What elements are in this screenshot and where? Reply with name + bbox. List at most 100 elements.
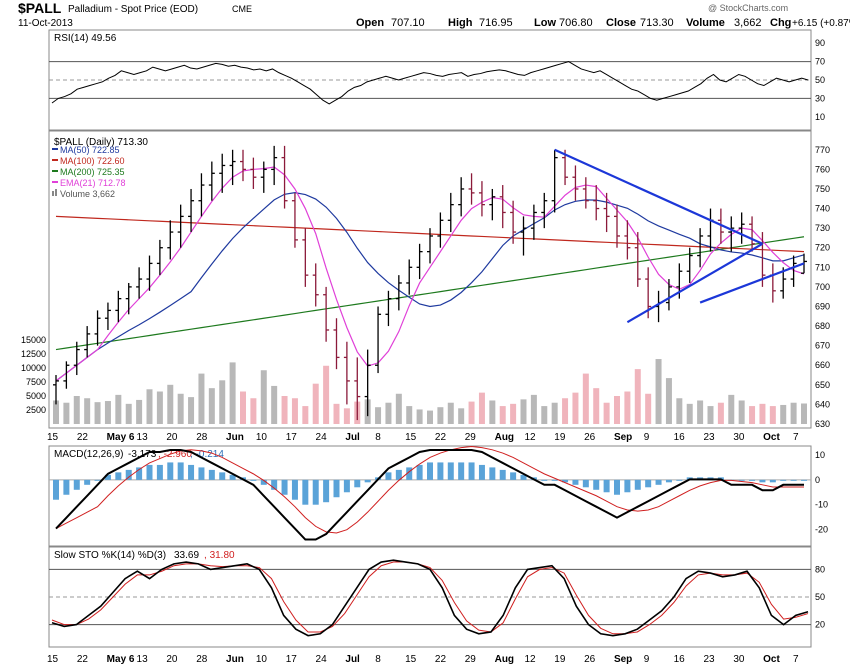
- open-label: Open: [356, 17, 384, 29]
- ohlc-bar: [780, 267, 787, 299]
- macd-histogram-bar: [582, 479, 589, 488]
- price-tick: 710: [815, 262, 830, 272]
- watermark: @ StockCharts.com: [708, 3, 788, 13]
- close-label: Close: [606, 17, 636, 29]
- x-axis-label: Jul: [345, 654, 360, 665]
- ohlc-bar: [686, 247, 693, 283]
- macd-tick: 10: [815, 450, 825, 460]
- x-axis-label: Aug: [495, 432, 514, 443]
- macd-histogram-bar: [790, 479, 797, 481]
- macd-histogram-bar: [562, 479, 569, 483]
- volume-bar: [136, 399, 143, 424]
- macd-histogram-bar: [769, 479, 776, 483]
- volume-bar: [603, 402, 610, 424]
- volume-bar: [468, 401, 475, 424]
- ohlc-bar: [468, 173, 475, 205]
- macd-histogram-bar: [655, 479, 662, 485]
- volume-bar: [94, 402, 101, 424]
- sto-tick: 80: [815, 564, 825, 574]
- price-tick: 650: [815, 380, 830, 390]
- ohlc-bar: [146, 255, 153, 291]
- legend-ma100: MA(100) 722.60: [60, 156, 125, 166]
- ohlc-bar: [240, 149, 246, 182]
- volume-bar: [63, 402, 70, 424]
- volume-bar: [499, 406, 506, 424]
- ohlc-bar: [271, 145, 278, 186]
- macd-histogram-bar: [510, 472, 517, 480]
- x-axis-label: 19: [554, 654, 566, 665]
- ohlc-bar: [94, 310, 101, 346]
- ohlc-bar: [375, 306, 382, 374]
- x-axis-label: Oct: [763, 432, 780, 443]
- volume-bar: [302, 406, 309, 424]
- x-axis-label: 23: [703, 654, 715, 665]
- ohlc-bar: [177, 204, 184, 248]
- volume-bar: [801, 403, 807, 424]
- volume-tick: 2500: [26, 405, 46, 415]
- x-axis-label: 9: [644, 432, 650, 443]
- sto-k-line: [51, 559, 809, 637]
- x-axis-label: 7: [793, 432, 799, 443]
- volume-bar: [343, 408, 350, 424]
- volume-bar: [624, 391, 631, 424]
- ma-legend: MA(50) 722.85 MA(100) 722.60 MA(200) 725…: [52, 145, 126, 199]
- x-axis-label: 29: [465, 654, 477, 665]
- volume-tick: 10000: [21, 363, 46, 373]
- macd-histogram-bar: [749, 479, 756, 481]
- ohlc-bar: [406, 259, 413, 295]
- ohlc-bar: [510, 200, 517, 244]
- price-panel: [48, 130, 812, 429]
- volume-tick: 7500: [26, 377, 46, 387]
- macd-histogram-bar: [354, 479, 361, 488]
- price-tick: 690: [815, 301, 830, 311]
- volume-bar: [427, 410, 433, 424]
- ohlc-bar: [53, 375, 59, 405]
- price-tick: 770: [815, 145, 830, 155]
- close-value: 713.30: [640, 17, 674, 29]
- volume-bar: [323, 365, 330, 424]
- ohlc-bar: [323, 286, 330, 342]
- volume-bar: [665, 378, 672, 424]
- volume-bar: [312, 383, 319, 424]
- ohlc-bar: [343, 341, 350, 405]
- x-axis-label: 13: [137, 654, 149, 665]
- volume-bar: [790, 402, 797, 424]
- ohlc-bar: [614, 204, 620, 248]
- x-axis-label: May 6: [107, 654, 135, 665]
- volume-bar: [614, 396, 620, 424]
- macd-histogram-bar: [188, 464, 195, 480]
- ohlc-bar: [572, 165, 579, 201]
- x-axis-label: Jul: [345, 432, 360, 443]
- macd-histogram-bar: [333, 479, 340, 498]
- ohlc-bar: [499, 185, 506, 229]
- x-axis-label: 22: [77, 432, 89, 443]
- x-axis-label: 10: [256, 654, 268, 665]
- macd-histogram-bar: [551, 479, 558, 481]
- ohlc-bar: [302, 228, 309, 287]
- macd-histogram-bar: [427, 462, 433, 480]
- price-tick: 660: [815, 360, 830, 370]
- x-axis-label: 23: [703, 432, 715, 443]
- x-axis-label: 22: [77, 654, 89, 665]
- x-axis-label: 15: [47, 432, 59, 443]
- price-tick: 740: [815, 204, 830, 214]
- macd-histogram-bar: [219, 472, 226, 480]
- volume-bar: [271, 385, 278, 424]
- rsi-title: RSI(14) 49.56: [54, 33, 117, 44]
- exchange-label: CME: [232, 4, 252, 14]
- volume-bar: [676, 398, 683, 424]
- macd-histogram-bar: [458, 462, 465, 480]
- macd-histogram-bar: [603, 479, 610, 493]
- macd-histogram-bar: [572, 479, 579, 485]
- macd-hist-value: , -0.214: [190, 449, 224, 460]
- ohlc-bar: [458, 177, 465, 217]
- ohlc-bar: [427, 228, 433, 264]
- macd-histogram-bar: [302, 479, 309, 505]
- x-axis-label: 15: [47, 654, 59, 665]
- x-axis-label: 24: [316, 654, 328, 665]
- volume-tick: 5000: [26, 391, 46, 401]
- ema21-line: [55, 166, 805, 382]
- volume-bar: [208, 388, 215, 424]
- ohlc-bar: [229, 149, 236, 186]
- macd-tick: 0: [815, 475, 820, 485]
